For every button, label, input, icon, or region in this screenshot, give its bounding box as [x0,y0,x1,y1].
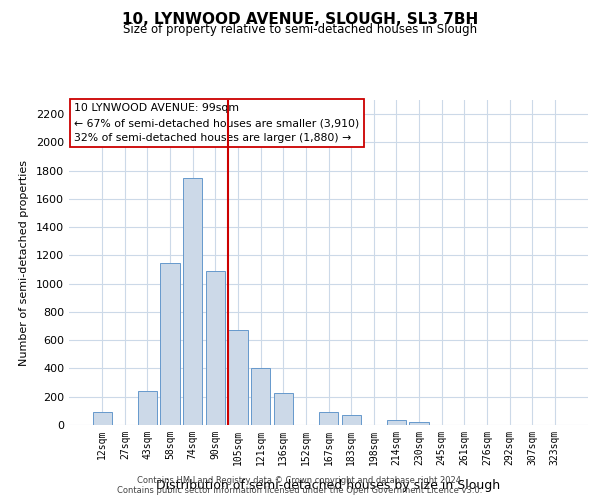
Y-axis label: Number of semi-detached properties: Number of semi-detached properties [19,160,29,366]
Text: 10 LYNWOOD AVENUE: 99sqm
← 67% of semi-detached houses are smaller (3,910)
32% o: 10 LYNWOOD AVENUE: 99sqm ← 67% of semi-d… [74,104,359,143]
Bar [274,392,293,425]
Bar [251,368,270,425]
Bar [319,412,338,425]
Bar [229,330,248,425]
Text: Size of property relative to semi-detached houses in Slough: Size of property relative to semi-detach… [123,24,477,36]
Bar [387,420,406,425]
Bar [138,391,157,425]
Bar [409,422,428,425]
Bar [206,271,225,425]
Bar [341,415,361,425]
Text: Contains public sector information licensed under the Open Government Licence v3: Contains public sector information licen… [118,486,482,495]
Text: Contains HM Land Registry data © Crown copyright and database right 2024.: Contains HM Land Registry data © Crown c… [137,476,463,485]
Bar [160,262,180,425]
X-axis label: Distribution of semi-detached houses by size in Slough: Distribution of semi-detached houses by … [157,479,500,492]
Text: 10, LYNWOOD AVENUE, SLOUGH, SL3 7BH: 10, LYNWOOD AVENUE, SLOUGH, SL3 7BH [122,12,478,28]
Bar [92,412,112,425]
Bar [183,178,202,425]
